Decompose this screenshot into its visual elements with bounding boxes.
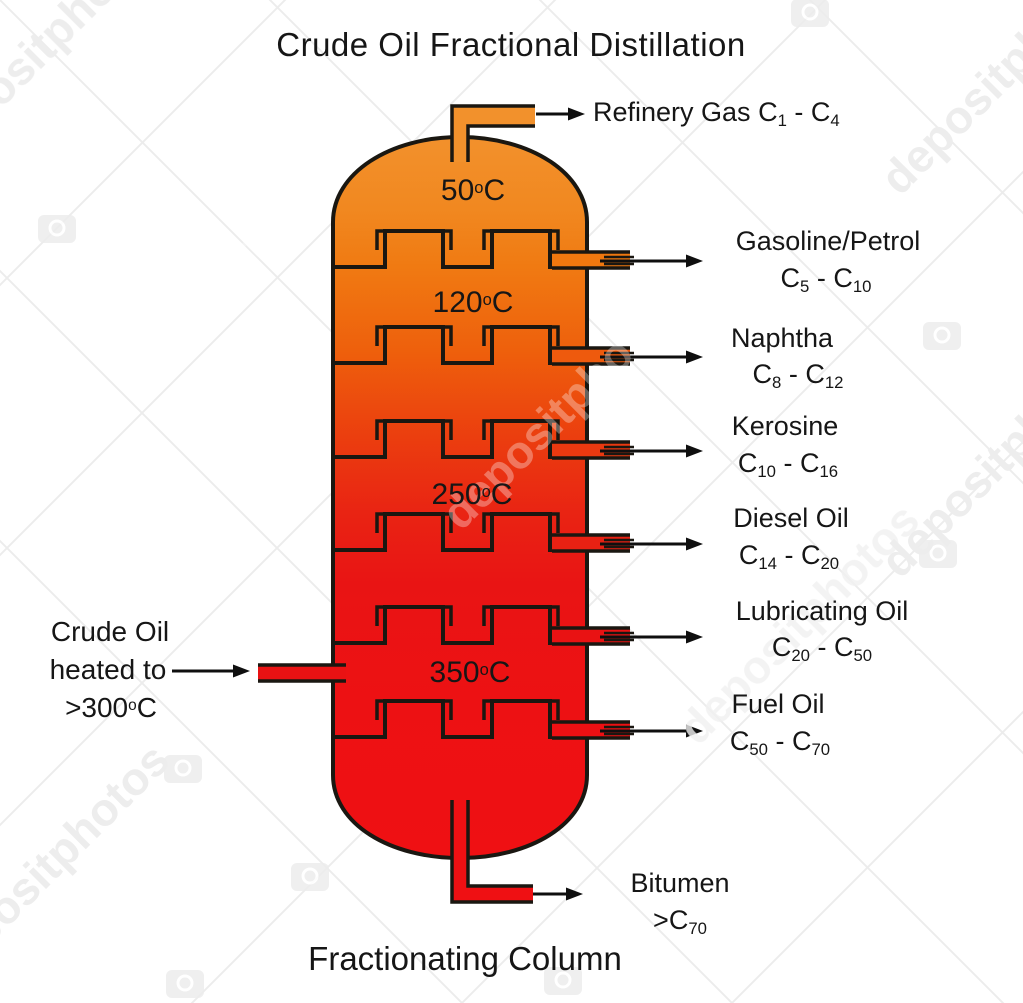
diagram-title: Crude Oil Fractional Distillation — [276, 26, 746, 63]
tray-4 — [335, 512, 585, 552]
label-diesel-name: Diesel Oil — [733, 503, 849, 533]
arrow-gasoline — [600, 254, 703, 268]
outlet-pipe-fuel-oil — [552, 720, 634, 740]
tray-2 — [335, 325, 585, 365]
tray-3 — [335, 419, 585, 459]
column-body — [331, 134, 589, 861]
fractionating-column-vessel — [331, 134, 589, 861]
label-crude-oil-line1: Crude Oil — [50, 616, 170, 647]
watermark-text: depositphotos — [0, 733, 179, 994]
arrow-lubricating — [600, 630, 703, 644]
top-gas-pipe — [450, 104, 535, 162]
temperature-label-250: 250oC — [431, 478, 513, 511]
flow-arrows — [172, 107, 703, 901]
arrow-bitumen — [533, 887, 583, 901]
arrow-diesel — [600, 537, 703, 551]
label-fuel-oil-formula: C50 - C70 — [729, 726, 831, 760]
label-kerosine-name: Kerosine — [731, 411, 839, 441]
label-refinery-gas: Refinery Gas C1 - C4 — [593, 97, 840, 131]
outlet-pipe-naphtha — [552, 346, 634, 366]
label-lubricating-formula: C20 - C50 — [771, 632, 873, 666]
tray-5 — [335, 605, 585, 645]
outlet-pipe-lubricating — [552, 626, 634, 646]
column-caption: Fractionating Column — [308, 940, 622, 977]
tray-1 — [335, 229, 585, 269]
outlet-pipe-gasoline — [552, 250, 634, 270]
arrow-naphtha — [600, 350, 703, 364]
temperature-label-120: 120oC — [432, 286, 514, 319]
label-naphtha-formula: C8 - C12 — [752, 359, 844, 393]
watermark-text: depositphotos — [870, 0, 1023, 204]
label-crude-oil-line2: heated to — [49, 654, 167, 685]
watermark-camera-icons — [38, 0, 961, 998]
temperature-label-50: 50oC — [440, 174, 506, 207]
arrow-kerosine — [600, 444, 703, 458]
label-kerosine-formula: C10 - C16 — [737, 448, 839, 482]
label-bitumen-name: Bitumen — [630, 868, 730, 898]
label-lubricating-name: Lubricating Oil — [735, 596, 909, 626]
label-gasoline-formula: C5 - C10 — [780, 263, 872, 297]
crude-inlet-pipe — [258, 663, 346, 683]
label-fuel-oil-name: Fuel Oil — [731, 689, 825, 719]
arrow-crude-inlet — [172, 664, 250, 678]
outlet-pipe-kerosine — [552, 440, 634, 460]
label-crude-oil-line3: >300oC — [65, 692, 157, 723]
label-gasoline-name: Gasoline/Petrol — [735, 226, 921, 256]
arrow-refinery-gas — [536, 107, 585, 121]
tray-6 — [335, 699, 585, 739]
label-diesel-formula: C14 - C20 — [738, 540, 840, 574]
arrow-fuel-oil — [600, 724, 703, 738]
label-naphtha-name: Naphtha — [730, 323, 834, 353]
bubble-cap-trays — [335, 229, 585, 739]
temperature-label-350: 350oC — [429, 656, 511, 689]
side-outlet-pipes — [552, 250, 634, 740]
bottom-bitumen-pipe — [450, 800, 533, 904]
label-bitumen-formula: >C70 — [653, 905, 707, 939]
outlet-pipe-diesel — [552, 533, 634, 553]
